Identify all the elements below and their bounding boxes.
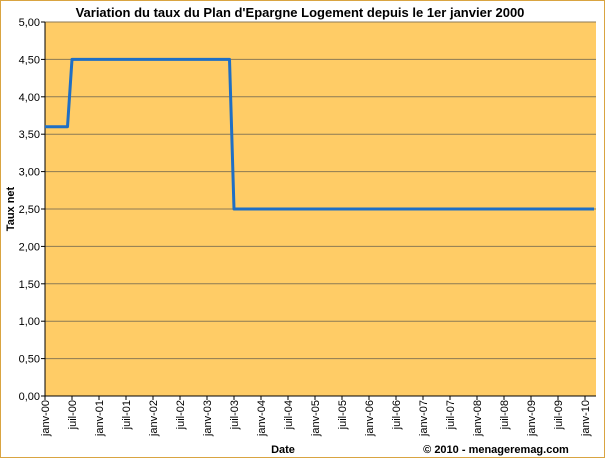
x-tick-label: juil-09 xyxy=(553,400,565,430)
x-tick-label: juil-07 xyxy=(445,400,457,430)
y-tick-label: 5,00 xyxy=(19,17,40,29)
x-tick-label: janv-01 xyxy=(94,400,106,437)
x-axis-ticks: janv-00 juil-00 janv-01 juil-01 janv-02 juil-… xyxy=(40,395,596,437)
y-axis-ticks: 0,00 0,50 1,00 1,50 2,00 2,50 3,00 3,50 4,00 4,50… xyxy=(19,17,46,403)
y-tick-label: 0,50 xyxy=(19,354,40,366)
x-axis-label: Date xyxy=(271,444,295,456)
x-tick-label: janv-06 xyxy=(364,400,376,437)
y-tick-label: 1,50 xyxy=(19,279,40,291)
x-tick-label: juil-02 xyxy=(175,400,187,430)
x-tick-label: janv-02 xyxy=(148,400,160,437)
y-tick-label: 3,50 xyxy=(19,129,40,141)
x-tick-label: juil-00 xyxy=(67,400,79,430)
y-tick-label: 0,00 xyxy=(19,391,40,403)
y-axis-label: Taux net xyxy=(5,186,17,231)
x-tick-label: janv-10 xyxy=(580,400,592,437)
x-tick-label: juil-08 xyxy=(499,400,511,430)
x-tick-label: janv-09 xyxy=(526,400,538,437)
series-line xyxy=(45,57,594,211)
y-tick-label: 3,00 xyxy=(19,167,40,179)
x-tick-label: janv-03 xyxy=(202,400,214,437)
x-tick-label: janv-00 xyxy=(40,400,52,437)
credit-text: © 2010 - menageremag.com xyxy=(423,444,569,456)
y-tick-label: 4,50 xyxy=(19,54,40,66)
y-tick-label: 2,50 xyxy=(19,204,40,216)
x-tick-label: janv-05 xyxy=(310,400,322,437)
y-tick-label: 4,00 xyxy=(19,92,40,104)
x-tick-label: janv-04 xyxy=(256,400,268,437)
gridlines xyxy=(45,21,596,360)
x-tick-label: juil-05 xyxy=(337,400,349,430)
x-tick-label: juil-01 xyxy=(121,400,133,430)
chart-title: Variation du taux du Plan d'Epargne Loge… xyxy=(76,5,525,20)
x-tick-label: juil-06 xyxy=(391,400,403,430)
x-tick-label: juil-03 xyxy=(229,400,241,430)
x-tick-label: janv-08 xyxy=(472,400,484,437)
y-tick-label: 1,00 xyxy=(19,316,40,328)
x-tick-label: juil-04 xyxy=(283,400,295,430)
y-tick-label: 2,00 xyxy=(19,241,40,253)
x-tick-label: janv-07 xyxy=(418,400,430,437)
